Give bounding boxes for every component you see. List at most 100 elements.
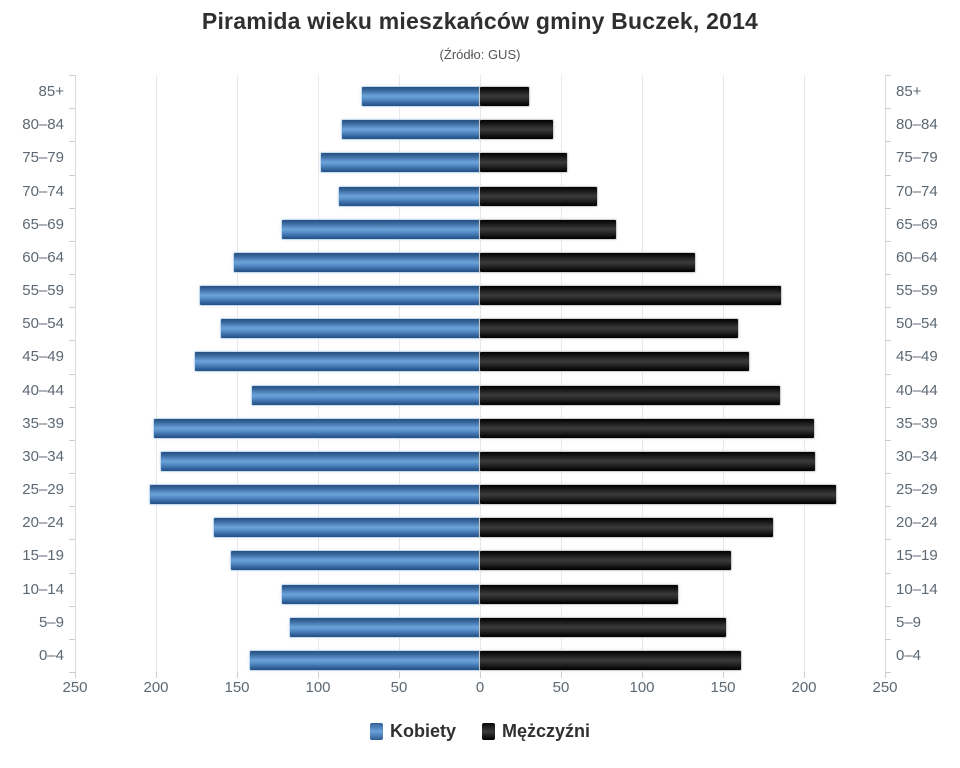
age-label-left-50-54: 50–54 xyxy=(22,315,64,333)
category-tick-right xyxy=(885,340,891,342)
legend-label-kobiety: Kobiety xyxy=(389,721,456,741)
pyramid-row-0-4 xyxy=(75,639,885,672)
age-label-right-60-64: 60–64 xyxy=(896,248,938,266)
x-axis-label-9: 200 xyxy=(791,679,817,696)
x-axis-tick xyxy=(803,672,805,678)
category-tick-right xyxy=(885,307,891,309)
bar-kobiety-75-79 xyxy=(321,153,480,173)
age-label-left-60-64: 60–64 xyxy=(22,248,64,266)
gridline xyxy=(722,75,724,672)
category-tick-left xyxy=(69,75,75,76)
pyramid-row-70-74 xyxy=(75,175,885,208)
pyramid-row-40-44 xyxy=(75,374,885,407)
age-label-right-5-9: 5–9 xyxy=(896,613,922,631)
legend-item-kobiety[interactable]: Kobiety xyxy=(369,721,456,742)
chart-subtitle: (Źródło: GUS) xyxy=(439,47,521,62)
age-label-right-50-54: 50–54 xyxy=(896,315,938,333)
age-label-right-70-74: 70–74 xyxy=(896,182,938,200)
bar-m-czy-ni-45-49 xyxy=(480,352,749,372)
bar-m-czy-ni-35-39 xyxy=(480,418,814,438)
bar-m-czy-ni-55-59 xyxy=(480,286,782,306)
bar-kobiety-20-24 xyxy=(214,518,480,538)
x-axis-tick xyxy=(398,672,400,678)
x-axis-tick xyxy=(641,672,643,678)
x-axis-tick xyxy=(884,672,886,678)
bar-m-czy-ni-15-19 xyxy=(480,551,732,571)
age-label-right-35-39: 35–39 xyxy=(896,414,938,432)
gridline xyxy=(641,75,643,672)
age-label-left-35-39: 35–39 xyxy=(22,414,64,432)
x-axis-label-0: 250 xyxy=(62,679,88,696)
bar-kobiety-85+ xyxy=(361,87,480,107)
age-label-left-30-34: 30–34 xyxy=(22,447,64,465)
age-label-left-75-79: 75–79 xyxy=(22,149,64,167)
category-tick-right xyxy=(885,373,891,375)
age-label-left-70-74: 70–74 xyxy=(22,182,64,200)
pyramid-row-50-54 xyxy=(75,307,885,340)
bar-kobiety-0-4 xyxy=(249,650,480,670)
x-axis-label-8: 150 xyxy=(710,679,736,696)
gridline xyxy=(560,75,562,672)
category-tick-right xyxy=(885,406,891,408)
kobiety-swatch-icon xyxy=(369,723,383,740)
category-tick-left xyxy=(69,473,75,474)
bar-m-czy-ni-0-4 xyxy=(480,650,741,670)
category-tick-left xyxy=(69,539,75,541)
bar-kobiety-35-39 xyxy=(154,418,480,438)
category-tick-left xyxy=(69,174,75,176)
category-tick-right xyxy=(885,473,891,474)
bar-m-czy-ni-20-24 xyxy=(480,518,774,538)
bar-m-czy-ni-50-54 xyxy=(480,319,738,339)
x-axis-label-6: 50 xyxy=(552,679,570,696)
legend-item-mezczyzni[interactable]: Mężczyźni xyxy=(481,721,590,742)
age-label-left-25-29: 25–29 xyxy=(22,481,64,499)
category-tick-right xyxy=(885,141,891,143)
age-label-left-20-24: 20–24 xyxy=(22,514,64,532)
category-tick-right xyxy=(885,572,891,574)
gridline xyxy=(74,75,76,672)
category-tick-left xyxy=(69,672,75,673)
bar-kobiety-40-44 xyxy=(251,385,480,405)
x-axis-label-5: 0 xyxy=(475,679,485,696)
age-label-right-25-29: 25–29 xyxy=(896,481,938,499)
x-axis-tick xyxy=(155,672,157,678)
category-tick-right xyxy=(885,672,891,673)
bar-m-czy-ni-40-44 xyxy=(480,385,780,405)
age-label-left-85+: 85+ xyxy=(38,83,64,101)
bar-kobiety-70-74 xyxy=(339,186,480,206)
bar-m-czy-ni-30-34 xyxy=(480,451,816,471)
chart-title: Piramida wieku mieszkańców gminy Buczek,… xyxy=(201,8,759,34)
category-tick-left xyxy=(69,406,75,408)
bar-kobiety-30-34 xyxy=(160,451,480,471)
bar-kobiety-50-54 xyxy=(220,319,480,339)
category-tick-right xyxy=(885,539,891,541)
pyramid-row-60-64 xyxy=(75,241,885,274)
x-axis-label-2: 150 xyxy=(224,679,250,696)
age-label-right-15-19: 15–19 xyxy=(896,547,938,565)
bar-m-czy-ni-85+ xyxy=(480,87,529,107)
age-label-right-80-84: 80–84 xyxy=(896,116,938,134)
pyramid-row-30-34 xyxy=(75,440,885,473)
gridline xyxy=(803,75,805,672)
x-axis-tick xyxy=(722,672,724,678)
category-tick-right xyxy=(885,274,891,275)
age-label-left-65-69: 65–69 xyxy=(22,215,64,233)
bar-m-czy-ni-60-64 xyxy=(480,252,696,272)
category-tick-left xyxy=(69,340,75,342)
age-label-left-15-19: 15–19 xyxy=(22,547,64,565)
bar-m-czy-ni-5-9 xyxy=(480,617,727,637)
gridline xyxy=(398,75,400,672)
category-tick-left xyxy=(69,605,75,607)
age-label-left-10-14: 10–14 xyxy=(22,580,64,598)
category-tick-left xyxy=(69,307,75,309)
bar-kobiety-5-9 xyxy=(290,617,480,637)
category-tick-right xyxy=(885,605,891,607)
plot-area xyxy=(69,75,891,678)
category-tick-right xyxy=(885,207,891,209)
gridline xyxy=(317,75,319,672)
bar-kobiety-65-69 xyxy=(282,219,480,239)
bar-kobiety-45-49 xyxy=(194,352,480,372)
bar-m-czy-ni-25-29 xyxy=(480,485,837,505)
age-label-right-10-14: 10–14 xyxy=(896,580,938,598)
category-tick-left xyxy=(69,240,75,242)
